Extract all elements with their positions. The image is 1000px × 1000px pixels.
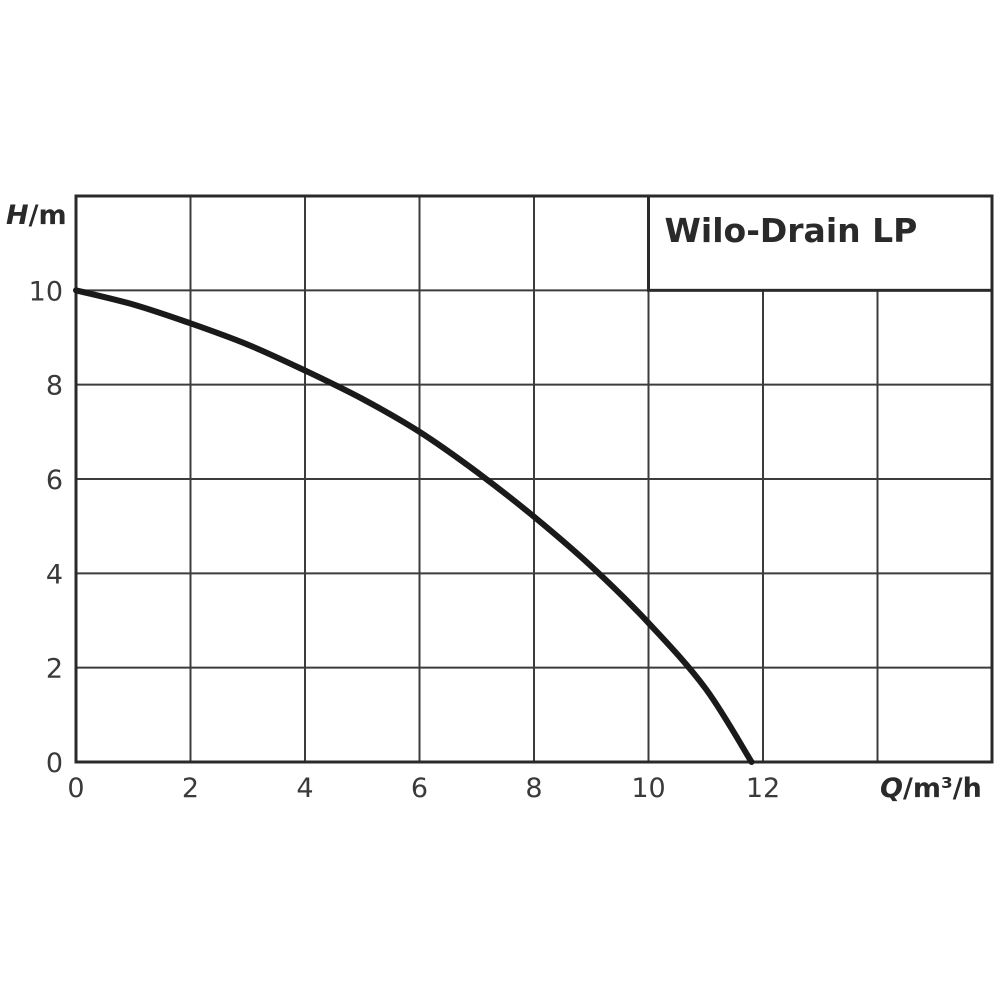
- y-tick-label: 6: [46, 465, 63, 496]
- x-axis-ticks: 0 2 4 6 8 10 12: [67, 773, 780, 804]
- plot-frame: [74, 194, 994, 764]
- y-axis-ticks: 0 2 4 6 8 10: [29, 276, 63, 779]
- x-axis-title: Q/m³/h: [880, 773, 982, 804]
- pump-curve-line: [73, 287, 755, 765]
- x-tick-label: 8: [525, 773, 542, 804]
- y-axis-title: H/m: [6, 200, 67, 231]
- y-tick-label: 8: [46, 371, 63, 402]
- chart-title: Wilo-Drain LP: [665, 211, 918, 250]
- y-tick-label: 10: [29, 276, 63, 307]
- y-tick-label: 2: [46, 654, 63, 685]
- x-tick-label: 4: [296, 773, 313, 804]
- y-tick-label: 0: [46, 748, 63, 779]
- x-tick-label: 0: [67, 773, 84, 804]
- x-tick-label: 2: [182, 773, 199, 804]
- title-box: [647, 194, 994, 292]
- x-tick-label: 12: [746, 773, 780, 804]
- x-tick-label: 10: [631, 773, 665, 804]
- x-tick-label: 6: [411, 773, 428, 804]
- y-tick-label: 4: [46, 559, 63, 590]
